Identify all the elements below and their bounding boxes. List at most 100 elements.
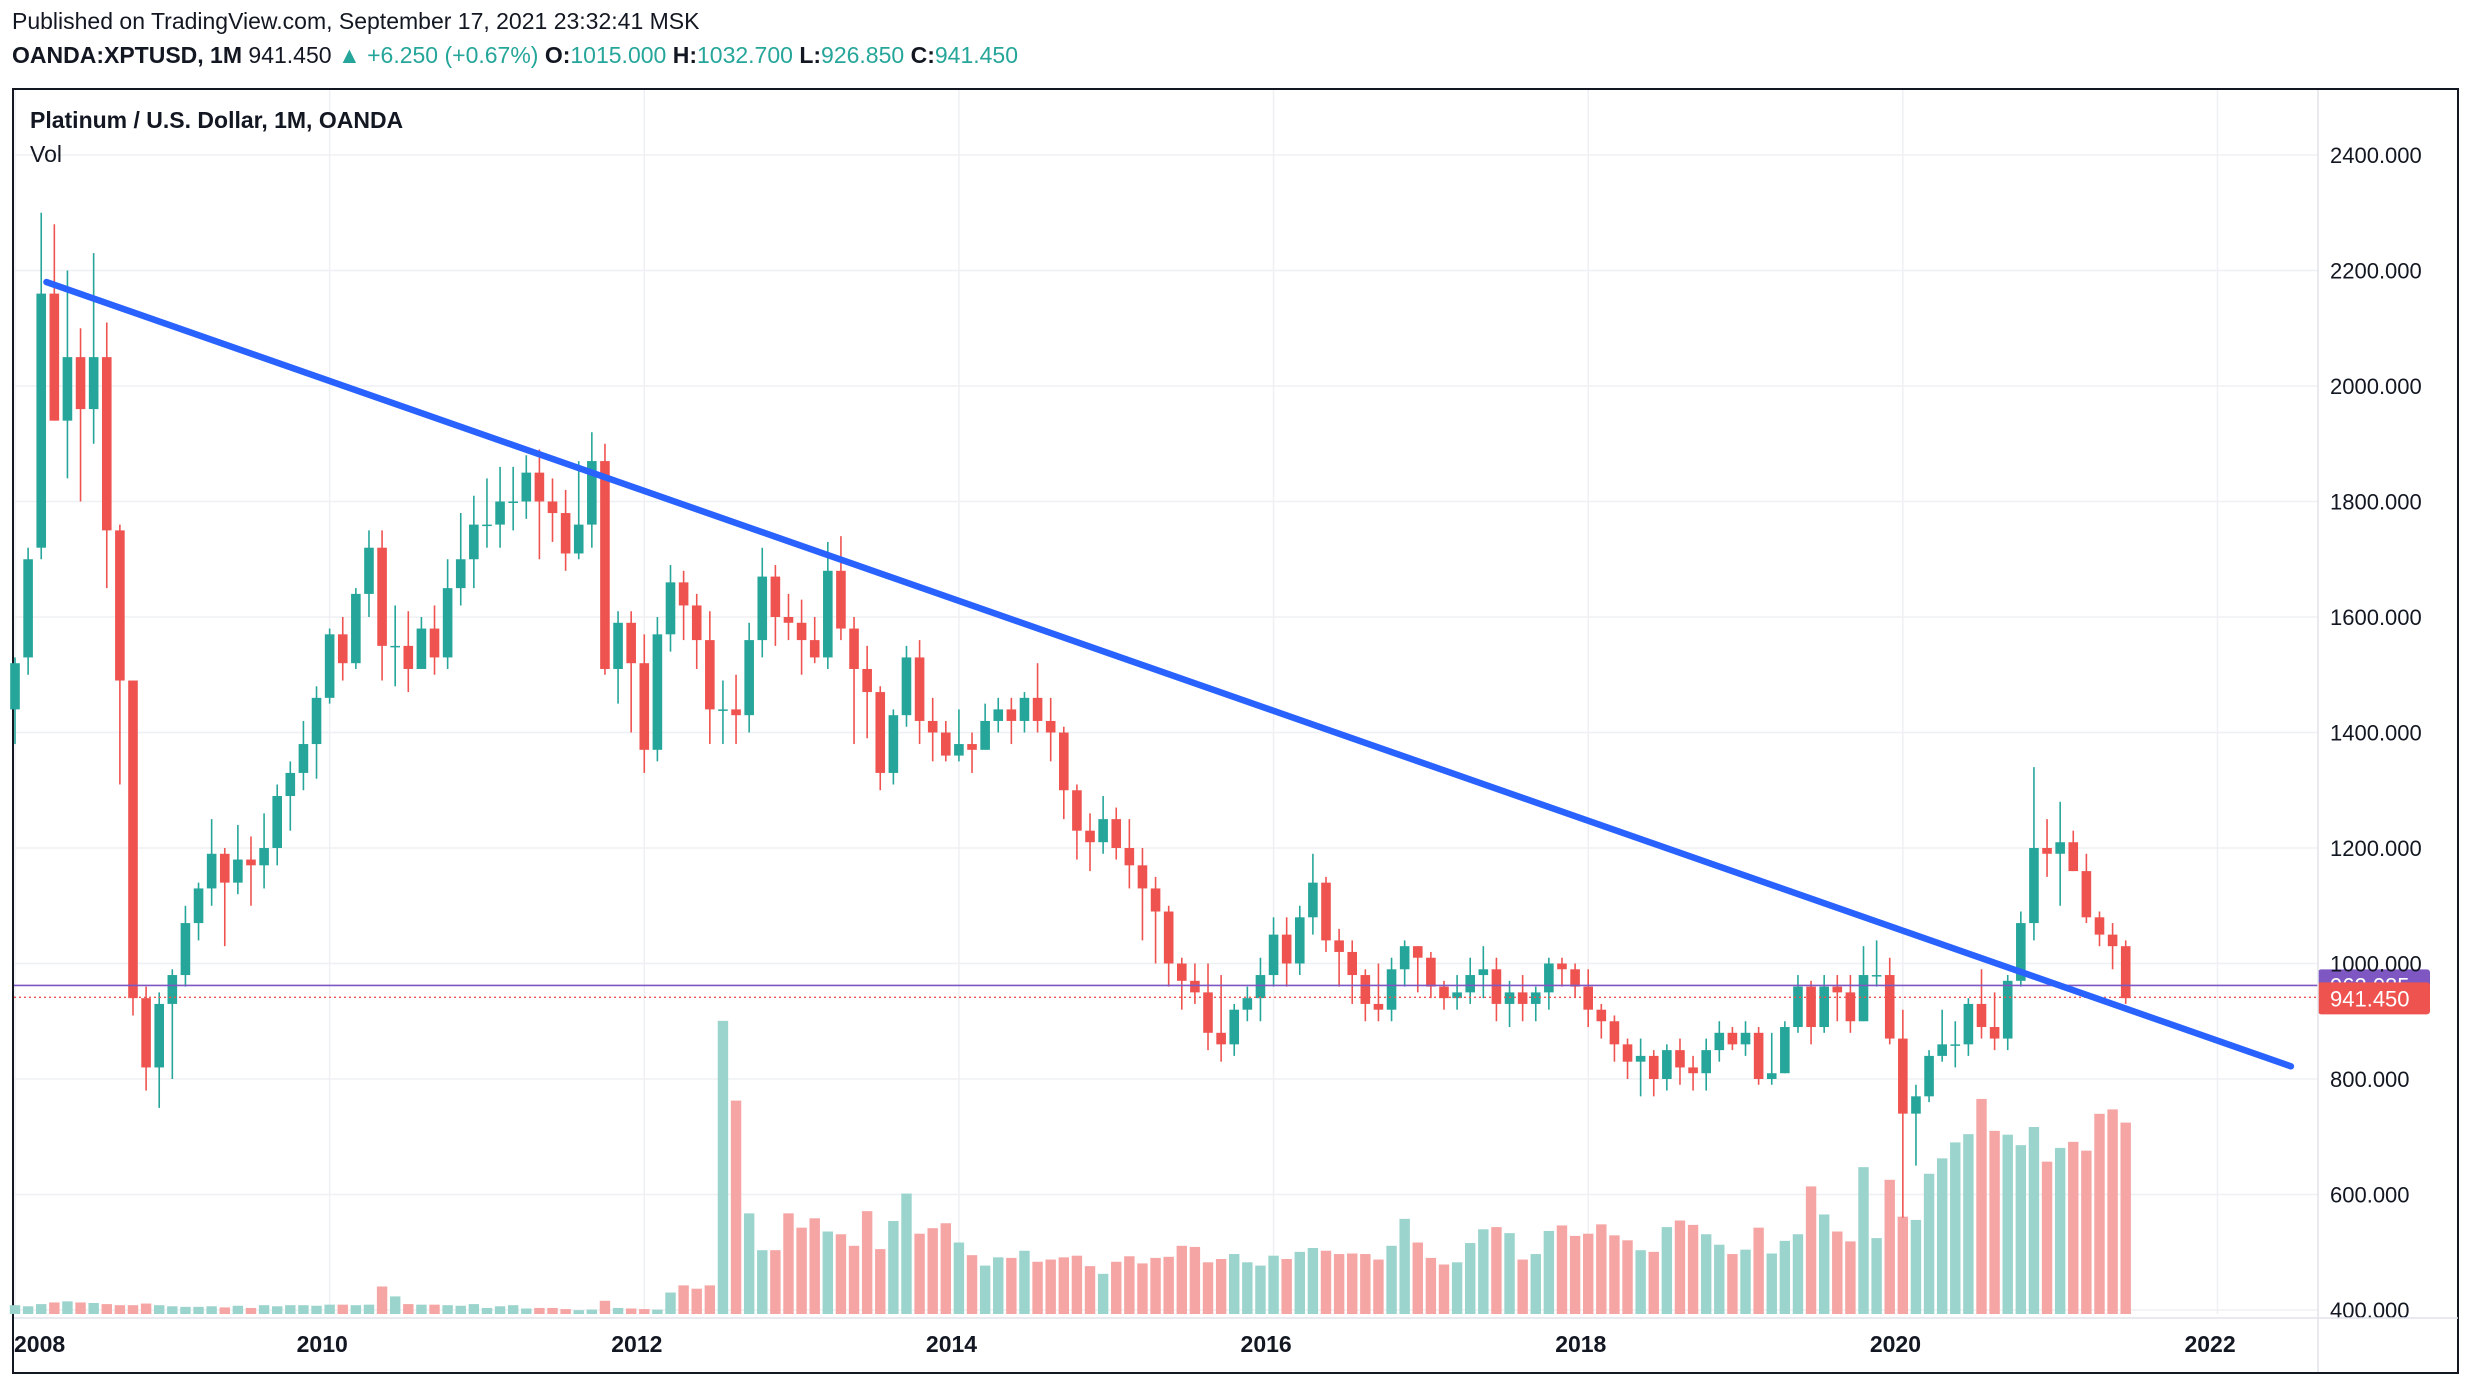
candle-body [101,357,112,531]
volume-bar [1268,1255,1279,1314]
candle-body [167,975,178,1004]
candle-body [36,293,47,548]
candle-body [1530,992,1541,1004]
candle-body [1544,963,1554,993]
candle-body [1766,1073,1777,1079]
chart-frame [12,88,2459,1374]
candle-body [1884,975,1895,1039]
candle-body [2107,934,2118,947]
volume-bar [1215,1259,1227,1314]
x-tick-label: 2020 [1870,1331,1921,1357]
volume-bar [927,1228,938,1314]
candle-body [1780,1027,1790,1074]
candle-body [1609,1021,1620,1045]
volume-bar [1530,1254,1541,1314]
candle-body [246,859,256,866]
candle-body [10,663,20,710]
candle-body [1989,1027,2000,1039]
volume-bar [88,1303,99,1314]
candle-body [1478,969,1489,976]
candle-body [678,582,689,606]
candle-body [324,634,335,698]
candle-body [206,853,217,889]
volume-bar [1019,1250,1030,1314]
volume-bar [245,1307,257,1314]
volume-bar [9,1305,21,1314]
volume-bar [324,1304,335,1314]
close-label: C: [910,42,935,68]
volume-bar [822,1231,834,1314]
volume-legend: Vol [30,141,62,167]
candle-body [1937,1044,1947,1056]
candle-body [1583,986,1593,1010]
symbol-label: OANDA:XPTUSD, 1M [12,42,243,68]
volume-bar [1451,1262,1463,1314]
candle-body [1976,1003,1987,1028]
volume-bar [1740,1249,1751,1314]
candle-body [298,744,309,773]
candle-body [1281,934,1292,964]
candle-body [495,501,505,525]
y-tick-label: 1600.000 [2330,605,2422,630]
volume-bar [1779,1240,1791,1314]
volume-bar [1360,1254,1371,1314]
candle-body [1439,986,1449,999]
volume-bar [1884,1179,1895,1314]
volume-bar [2094,1113,2105,1314]
volume-bar [1465,1243,1476,1314]
candle-body [914,657,925,721]
candle-body [1006,709,1017,721]
last-price-label-bg [2318,982,2430,1015]
volume-bar [704,1285,716,1314]
volume-bar [1176,1245,1187,1314]
candle-body [1163,911,1174,964]
candle-body [128,680,138,999]
close-value: 941.450 [934,42,1018,68]
candle-body [62,357,73,421]
candle-body [954,744,964,756]
low-value: 926.850 [821,42,905,68]
x-tick-label: 2012 [611,1331,662,1357]
volume-bar [1989,1130,2000,1314]
volume-bar [376,1286,388,1314]
candle-body [2042,848,2052,854]
y-tick-label: 1400.000 [2330,721,2422,746]
change-value: +6.250 (+0.67%) [367,42,539,68]
volume-bar [1373,1259,1384,1314]
volume-bar [1242,1262,1253,1314]
candle-body [1871,975,1882,977]
volume-bar [1281,1259,1292,1314]
open-label: O: [544,42,571,68]
candle-body [757,576,768,641]
candle-body [783,617,794,623]
candle-body [364,547,374,594]
candle-body [665,582,676,635]
candle-body [115,530,125,681]
volume-bar [258,1305,270,1314]
candle-body [613,622,623,669]
candle-body [2120,946,2131,999]
symbol-info-line: OANDA:XPTUSD, 1M 941.450 ▲ +6.250 (+0.67… [12,42,1018,69]
volume-bar [612,1307,624,1314]
x-tick-label: 2010 [297,1331,348,1357]
volume-bar [1006,1257,1017,1314]
candle-body [1360,975,1371,1004]
volume-bar [389,1296,401,1314]
volume-bar [1661,1227,1673,1314]
candle-body [560,513,571,554]
volume-bar [429,1304,440,1314]
volume-bar [914,1233,925,1314]
candle-body [23,559,33,658]
volume-bar [1950,1142,1961,1314]
candle-body [1806,986,1816,1028]
candle-body [403,645,414,669]
high-value: 1032.700 [697,42,793,68]
change-arrow-icon: ▲ [337,42,361,68]
candle-body [1648,1055,1659,1079]
high-label: H: [672,42,697,68]
candle-body [1727,1032,1738,1045]
volume-bar [311,1305,322,1314]
candle-body [1137,865,1148,889]
candle-body [573,524,584,554]
